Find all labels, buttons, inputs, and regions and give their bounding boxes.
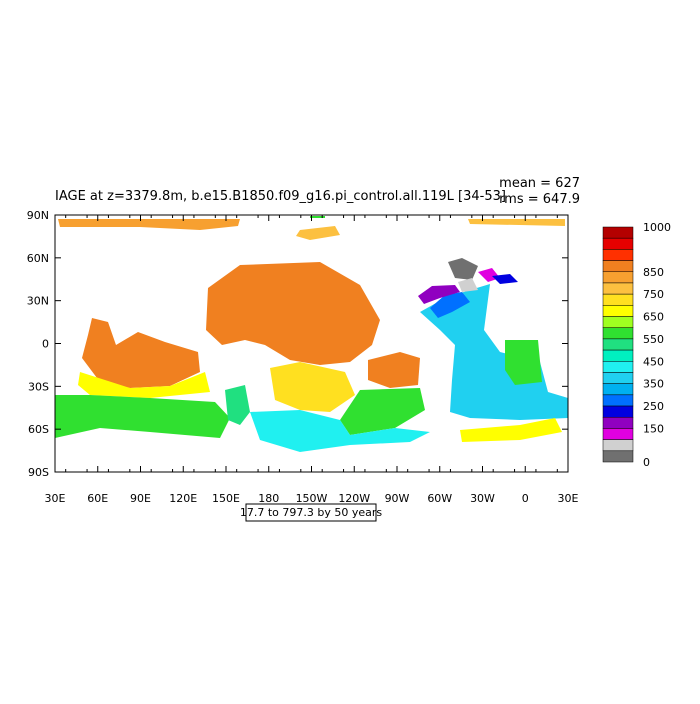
nordic-lightgray (458, 278, 478, 292)
colorbar-label: 450 (643, 355, 664, 368)
labrador-blue (430, 292, 470, 318)
southern-cyan (250, 410, 430, 452)
colorbar-box (602, 271, 634, 284)
x-tick-label: 30E (558, 492, 579, 505)
ocean-field (55, 216, 568, 452)
colorbar-box (602, 405, 634, 418)
map-title: IAGE at z=3379.8m, b.e15.B1850.f09_g16.p… (55, 189, 506, 204)
x-tick-label: 90W (385, 492, 410, 505)
x-tick-label: 30E (45, 492, 66, 505)
colorbar-box (602, 349, 634, 362)
x-tick-label: 30W (470, 492, 495, 505)
colorbar-box (602, 394, 634, 407)
colorbar-box (602, 282, 634, 295)
pacific (206, 262, 380, 365)
y-tick-label: 60N (27, 252, 49, 265)
colorbar-box (602, 428, 634, 440)
colorbar-box (602, 416, 634, 429)
y-tick-label: 90S (28, 466, 49, 479)
colorbar-box (602, 316, 634, 328)
colorbar-label: 1000 (643, 221, 671, 234)
colorbar-box (602, 439, 634, 452)
south-atlantic-yellow (460, 418, 562, 442)
colorbar-box (602, 305, 634, 317)
colorbar-box (602, 327, 634, 340)
south-pacific-yellow (270, 362, 355, 412)
arctic-band (310, 216, 325, 218)
rms-label: rms = 647.9 (499, 192, 580, 207)
x-tick-label: 60W (427, 492, 452, 505)
colorbar-box (602, 237, 634, 250)
south-atlantic-green (340, 388, 425, 435)
south-band-green (55, 395, 230, 438)
arctic-band (296, 226, 340, 240)
indian (82, 318, 200, 388)
x-tick-label: 180 (258, 492, 279, 505)
x-tick-label: 150E (212, 492, 240, 505)
colorbar-label: 650 (643, 311, 664, 324)
colorbar-box (602, 226, 634, 239)
colorbar-box (602, 338, 634, 351)
colorbar-box (602, 383, 634, 396)
colorbar-label: 550 (643, 333, 664, 346)
colorbar-label: 850 (643, 266, 664, 279)
colorbar-box (602, 450, 634, 463)
x-tick-label: 60E (87, 492, 108, 505)
x-tick-label: 0 (522, 492, 529, 505)
colorbar-label: 0 (643, 456, 650, 469)
colorbar-box (602, 260, 634, 273)
colorbar-box (602, 372, 634, 384)
x-tick-label: 120W (338, 492, 370, 505)
atlantic-green (505, 340, 542, 385)
south-atlantic-orange (368, 352, 420, 388)
arctic-band (468, 219, 565, 226)
footnote-box (245, 503, 377, 522)
labrador-purple (418, 285, 460, 304)
x-tick-label: 150W (296, 492, 328, 505)
southern-green-east (225, 385, 250, 425)
y-tick-label: 90N (27, 209, 49, 222)
colorbar-label: 350 (643, 378, 664, 391)
nordic-darkblue (492, 274, 518, 284)
colorbar-label: 250 (643, 400, 664, 413)
arctic-band (58, 219, 240, 230)
colorbar-label: 150 (643, 422, 664, 435)
nordic-gray (448, 258, 478, 280)
y-tick-label: 30N (27, 295, 49, 308)
colorbar-box (602, 249, 634, 261)
colorbar-box (602, 293, 634, 306)
indian-yellow (78, 372, 210, 398)
mean-label: mean = 627 (499, 176, 580, 191)
x-tick-label: 120E (169, 492, 197, 505)
footnote: 17.7 to 797.3 by 50 years (240, 506, 383, 519)
y-tick-label: 0 (42, 338, 49, 351)
colorbar-label: 750 (643, 288, 664, 301)
y-tick-label: 30S (28, 380, 49, 393)
atlantic (420, 284, 568, 420)
x-tick-label: 90E (130, 492, 151, 505)
colorbar-box (602, 361, 634, 373)
y-tick-label: 60S (28, 423, 49, 436)
